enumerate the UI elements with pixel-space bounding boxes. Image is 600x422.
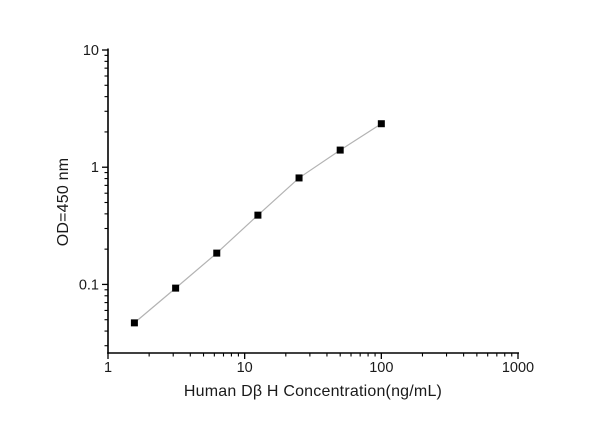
y-tick-label: 1 xyxy=(91,160,99,176)
data-point-marker xyxy=(213,249,221,257)
series-line xyxy=(134,123,382,324)
data-point-marker xyxy=(295,174,303,182)
data-point-marker xyxy=(336,146,344,154)
x-axis-title: Human Dβ H Concentration(ng/mL) xyxy=(183,383,443,400)
data-point-marker xyxy=(130,319,138,327)
data-point-marker xyxy=(172,284,180,292)
y-tick-label: 10 xyxy=(83,43,99,59)
x-tick-label: 100 xyxy=(369,360,393,376)
data-point-marker xyxy=(377,120,385,128)
data-point-marker xyxy=(254,211,262,219)
x-tick-label: 1 xyxy=(104,360,112,376)
y-tick-label: 0.1 xyxy=(79,277,99,293)
y-axis-title: OD=450 nm xyxy=(55,157,72,247)
x-tick-label: 1000 xyxy=(502,360,534,376)
x-tick-label: 10 xyxy=(237,360,253,376)
